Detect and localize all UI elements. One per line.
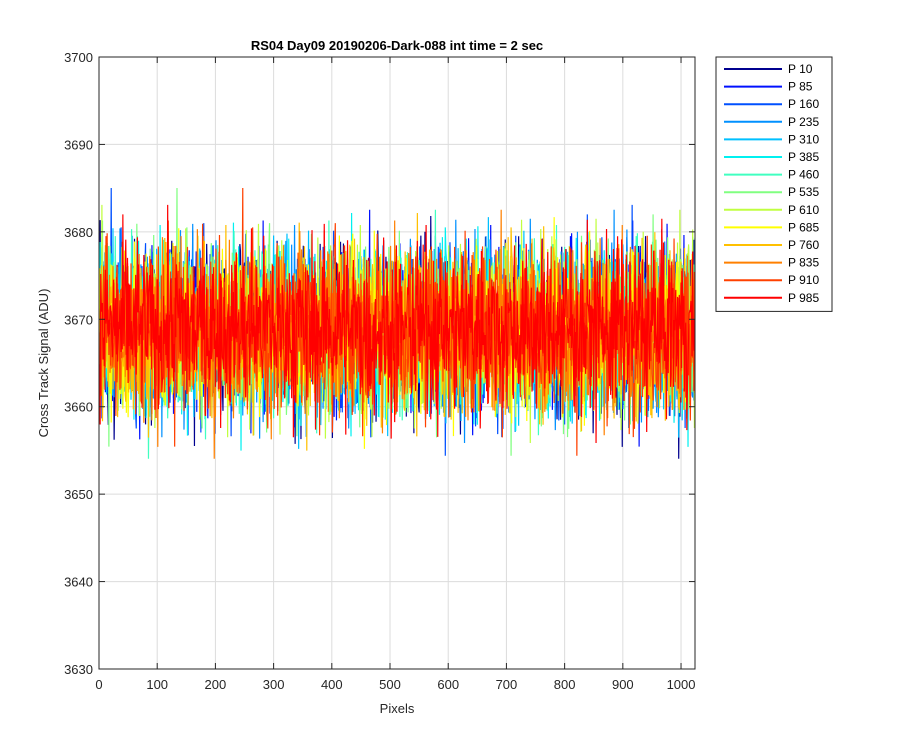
x-tick-label: 200 — [205, 677, 227, 692]
x-axis: 0 100 200 300 400 500 600 700 800 900 1000 — [95, 57, 695, 692]
x-tick-label: 600 — [437, 677, 459, 692]
x-tick-label: 700 — [496, 677, 518, 692]
legend: P 10 P 85 P 160 P 235 P 310 P 385 P 460 P 535 P … — [715, 56, 833, 312]
legend-label: P 85 — [788, 80, 813, 94]
x-tick-label: 800 — [554, 677, 576, 692]
legend-label: P 310 — [788, 132, 819, 146]
y-tick-label: 3670 — [64, 312, 93, 327]
x-axis-label: Pixels — [380, 701, 415, 716]
legend-label: P 160 — [788, 97, 819, 111]
x-tick-label: 500 — [379, 677, 401, 692]
y-tick-label: 3650 — [64, 487, 93, 502]
axes-box — [98, 56, 696, 670]
legend-label: P 535 — [788, 185, 819, 199]
legend-box — [715, 56, 833, 312]
legend-label: P 460 — [788, 168, 819, 182]
chart-title: RS04 Day09 20190206-Dark-088 int time = … — [251, 38, 543, 53]
legend-label: P 760 — [788, 238, 819, 252]
series-line-p985 — [99, 204, 695, 443]
x-tick-label: 400 — [321, 677, 343, 692]
legend-label: P 10 — [788, 62, 813, 76]
x-tick-label: 300 — [263, 677, 285, 692]
y-tick-label: 3680 — [64, 225, 93, 240]
x-tick-label: 1000 — [667, 677, 696, 692]
x-tick-label: 900 — [612, 677, 634, 692]
legend-label: P 835 — [788, 256, 819, 270]
y-tick-label: 3690 — [64, 137, 93, 152]
y-axis: 3630 3640 3650 3660 3670 3680 3690 3700 — [64, 50, 695, 677]
legend-label: P 910 — [788, 273, 819, 287]
legend-label: P 985 — [788, 291, 819, 305]
y-tick-label: 3630 — [64, 662, 93, 677]
legend-label: P 610 — [788, 203, 819, 217]
y-axis-label: Cross Track Signal (ADU) — [36, 289, 51, 438]
legend-label: P 385 — [788, 150, 819, 164]
legend-label: P 235 — [788, 115, 819, 129]
x-tick-label: 100 — [146, 677, 168, 692]
series-group — [99, 188, 695, 459]
y-tick-label: 3700 — [64, 50, 93, 65]
y-tick-label: 3640 — [64, 575, 93, 590]
x-tick-label: 0 — [95, 677, 102, 692]
y-tick-label: 3660 — [64, 400, 93, 415]
legend-label: P 685 — [788, 220, 819, 234]
